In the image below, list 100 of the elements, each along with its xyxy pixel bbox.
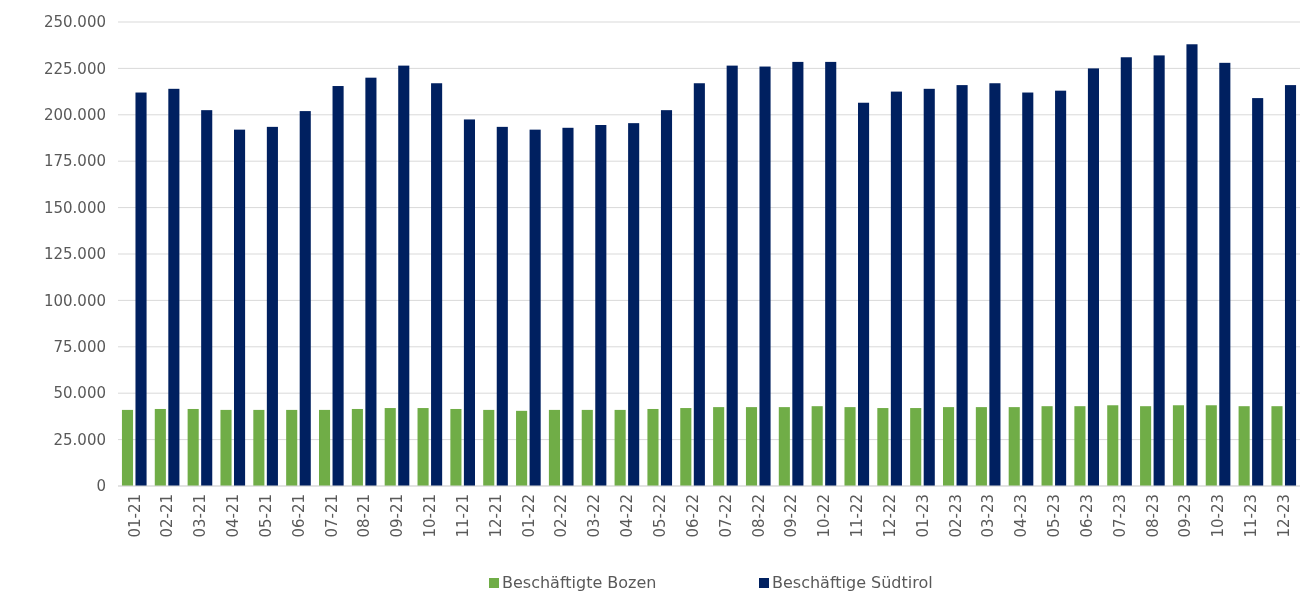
- bar: [1041, 406, 1053, 486]
- bar: [680, 408, 692, 486]
- bar: [187, 408, 199, 486]
- x-tick-label: 08-21: [355, 494, 374, 538]
- y-tick-label: 175.000: [43, 152, 106, 171]
- bar: [1219, 62, 1231, 486]
- x-tick-label: 11-22: [848, 494, 867, 538]
- bar: [483, 409, 495, 486]
- y-tick-label: 25.000: [53, 430, 106, 449]
- x-tick-label: 10-22: [815, 494, 834, 538]
- x-tick-label: 03-21: [191, 494, 210, 538]
- x-tick-label: 06-23: [1077, 494, 1096, 538]
- bar: [1074, 406, 1086, 486]
- x-tick-label: 01-22: [519, 494, 538, 538]
- bar: [1205, 405, 1217, 486]
- bar: [529, 129, 541, 486]
- bar: [450, 408, 462, 486]
- bar: [365, 77, 377, 486]
- bar: [1238, 406, 1250, 486]
- y-tick-label: 100.000: [43, 291, 106, 310]
- x-tick-label: 09-23: [1176, 494, 1195, 538]
- bar: [266, 126, 278, 486]
- x-tick-label: 04-22: [618, 494, 637, 538]
- bar: [792, 61, 804, 486]
- x-tick-label: 04-23: [1012, 494, 1031, 538]
- bar: [614, 409, 626, 486]
- x-tick-label: 10-21: [421, 494, 440, 538]
- bar: [693, 83, 705, 486]
- bar: [384, 408, 396, 486]
- bar: [286, 409, 298, 486]
- bar: [877, 408, 889, 486]
- bar: [647, 408, 659, 486]
- x-tick-label: 12-22: [880, 494, 899, 538]
- bar: [726, 65, 738, 486]
- bar: [858, 102, 870, 486]
- bar: [595, 125, 607, 486]
- y-tick-label: 150.000: [43, 198, 106, 217]
- bar: [745, 407, 758, 486]
- bar: [660, 110, 673, 486]
- y-tick-label: 0: [96, 477, 106, 496]
- bar: [168, 88, 180, 486]
- bar: [332, 86, 344, 486]
- y-tick-label: 200.000: [43, 106, 106, 125]
- bar: [121, 409, 134, 486]
- bar: [319, 409, 331, 486]
- x-tick-label: 07-21: [322, 494, 341, 538]
- y-tick-label: 50.000: [53, 384, 106, 403]
- x-tick-label: 06-22: [683, 494, 702, 538]
- bar: [943, 407, 955, 486]
- x-tick-label: 03-23: [979, 494, 998, 538]
- x-tick-label: 02-21: [158, 494, 177, 538]
- bar: [1087, 68, 1099, 486]
- bar: [1252, 98, 1264, 486]
- x-tick-label: 02-23: [946, 494, 965, 538]
- bar: [562, 127, 574, 486]
- bar: [1055, 90, 1067, 486]
- bar: [759, 66, 771, 486]
- x-tick-label: 11-21: [453, 494, 472, 538]
- legend-label: Beschäftigte Bozen: [502, 573, 657, 592]
- bar: [956, 85, 968, 486]
- y-tick-label: 250.000: [43, 13, 106, 32]
- bar: [713, 407, 725, 486]
- bar: [628, 123, 640, 486]
- x-tick-label: 10-23: [1209, 494, 1228, 538]
- x-tick-label: 01-21: [125, 494, 144, 538]
- bar: [516, 410, 528, 486]
- bar: [548, 409, 560, 486]
- bar: [778, 407, 790, 486]
- y-tick-label: 225.000: [43, 59, 106, 78]
- bar: [431, 83, 443, 486]
- bar: [1284, 85, 1297, 486]
- bar: [201, 110, 213, 486]
- bar: [844, 407, 856, 486]
- bar: [1271, 406, 1283, 486]
- bar: [417, 408, 429, 486]
- bar: [581, 409, 593, 486]
- x-tick-label: 05-21: [256, 494, 275, 538]
- x-tick-label: 07-22: [716, 494, 735, 538]
- x-tick-label: 12-23: [1274, 494, 1293, 538]
- bar: [220, 409, 232, 486]
- x-tick-label: 04-21: [224, 494, 243, 538]
- x-tick-label: 09-22: [782, 494, 801, 538]
- x-tick-label: 01-23: [913, 494, 932, 538]
- y-tick-label: 125.000: [43, 245, 106, 264]
- x-tick-label: 08-23: [1143, 494, 1162, 538]
- bar: [910, 408, 922, 486]
- bar: [463, 119, 475, 486]
- bar: [135, 92, 147, 486]
- bar: [1022, 92, 1034, 486]
- bar: [1107, 405, 1119, 486]
- x-tick-label: 12-21: [486, 494, 505, 538]
- legend-label: Beschäftige Südtirol: [772, 573, 933, 592]
- bar: [890, 91, 902, 486]
- x-tick-label: 11-23: [1242, 494, 1261, 538]
- bar: [923, 88, 935, 486]
- bar: [1186, 44, 1198, 486]
- bar: [1008, 407, 1020, 486]
- bar: [975, 407, 987, 486]
- bar: [299, 111, 311, 486]
- bar: [989, 83, 1001, 486]
